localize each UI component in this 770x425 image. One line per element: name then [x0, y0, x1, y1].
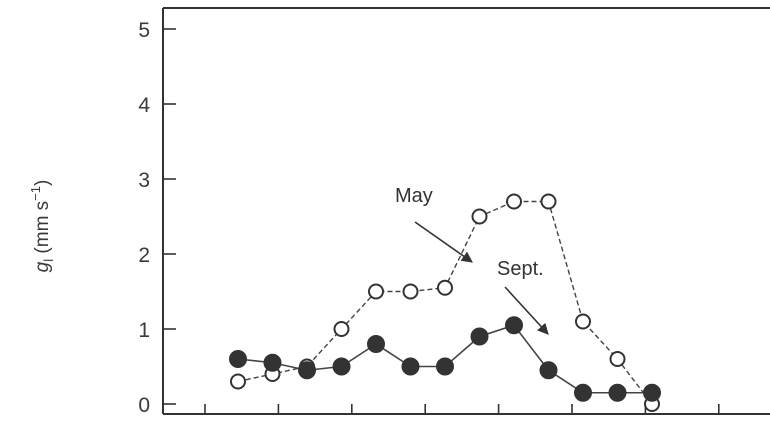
data-point [574, 383, 592, 402]
data-point [298, 361, 316, 380]
data-point [230, 373, 246, 390]
data-point [505, 316, 523, 335]
data-point [643, 383, 661, 402]
data-point [539, 361, 558, 380]
y-tick-label: 1 [138, 319, 150, 342]
data-point [367, 335, 385, 353]
y-tick-label: 0 [138, 394, 150, 417]
y-tick-label: 5 [138, 19, 150, 42]
series-layer [229, 193, 661, 412]
y-ticks: 0 1 2 3 4 5 [138, 19, 176, 417]
annotation-label: Sept. [497, 258, 544, 280]
data-point [575, 313, 591, 330]
y-axis-subscript: l [41, 259, 56, 262]
series-may [230, 193, 660, 412]
data-point [401, 357, 420, 376]
annotation-arrow [414, 221, 473, 263]
data-point [437, 279, 453, 296]
annotation-arrow [504, 286, 549, 335]
x-ticks [204, 404, 720, 414]
data-point [402, 283, 419, 300]
y-tick-label: 4 [138, 94, 150, 117]
y-axis-unit-open: (mm s [32, 201, 53, 259]
series-sept [229, 316, 661, 402]
y-tick-label: 3 [138, 169, 150, 192]
data-point [229, 350, 247, 368]
data-point [368, 283, 384, 300]
y-tick-label: 2 [138, 244, 150, 267]
data-point [263, 353, 282, 372]
data-point [540, 193, 557, 210]
y-axis-symbol: g [32, 261, 53, 272]
y-axis-title: gl (mm s−1) [28, 180, 56, 273]
data-point [470, 327, 489, 346]
data-point [506, 193, 522, 210]
data-point [609, 351, 626, 367]
y-axis-exponent: −1 [28, 186, 43, 201]
axes [162, 7, 770, 415]
data-point [608, 383, 627, 402]
data-point [332, 357, 351, 376]
y-axis-unit-close: ) [32, 180, 53, 186]
data-point [333, 321, 350, 337]
data-point [471, 208, 488, 225]
data-point [436, 357, 454, 376]
annotation-layer: May Sept. [395, 185, 549, 335]
annotation-label: May [395, 185, 433, 207]
